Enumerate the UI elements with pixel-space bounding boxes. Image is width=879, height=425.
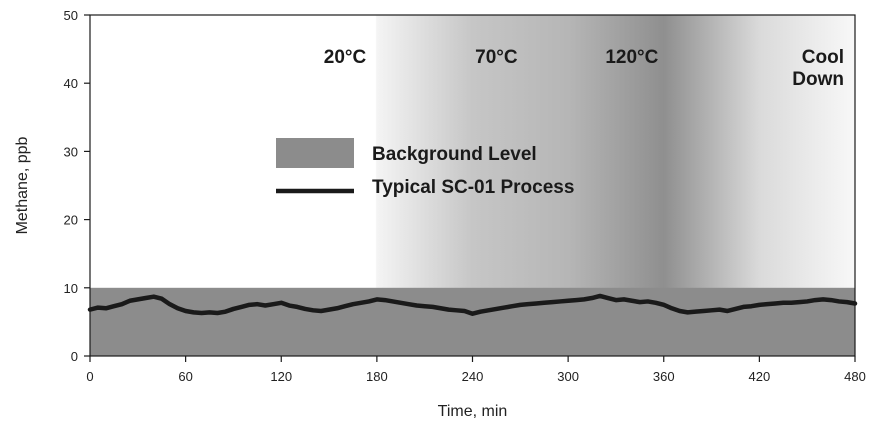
y-tick-label-20: 20 <box>64 213 78 228</box>
x-tick-label-360: 360 <box>653 369 675 384</box>
y-tick-label-0: 0 <box>71 349 78 364</box>
phase-label-1: 20°C <box>324 47 367 68</box>
legend-label-background-level: Background Level <box>372 144 537 165</box>
phase-label-4: Cool Down <box>792 47 844 90</box>
x-axis-title: Time, min <box>438 403 508 420</box>
x-tick-label-480: 480 <box>844 369 866 384</box>
x-tick-label-60: 60 <box>178 369 192 384</box>
y-tick-label-50: 50 <box>64 8 78 23</box>
y-tick-label-10: 10 <box>64 281 78 296</box>
series-line-typical-sc01 <box>87 293 858 316</box>
x-tick-label-240: 240 <box>462 369 484 384</box>
phase-labels: 20°C 70°C 120°C Cool Down <box>324 47 844 90</box>
x-axis: 0 60 120 180 240 300 360 420 480 <box>86 356 866 384</box>
phase-label-3: 120°C <box>605 47 658 68</box>
x-tick-label-300: 300 <box>557 369 579 384</box>
x-tick-label-420: 420 <box>749 369 771 384</box>
legend: Background Level Typical SC-01 Process <box>276 138 574 198</box>
y-tick-label-40: 40 <box>64 76 78 91</box>
x-tick-label-120: 120 <box>270 369 292 384</box>
x-tick-label-0: 0 <box>86 369 93 384</box>
background-level-band <box>90 287 855 356</box>
y-axis-title: Methane, ppb <box>14 136 31 234</box>
y-axis: 0 10 20 30 40 50 <box>64 8 90 364</box>
phase-label-2: 70°C <box>475 47 518 68</box>
x-tick-label-180: 180 <box>366 369 388 384</box>
y-tick-label-30: 30 <box>64 144 78 159</box>
legend-swatch-background-level <box>276 138 354 168</box>
legend-label-typical-sc01: Typical SC-01 Process <box>372 177 574 198</box>
